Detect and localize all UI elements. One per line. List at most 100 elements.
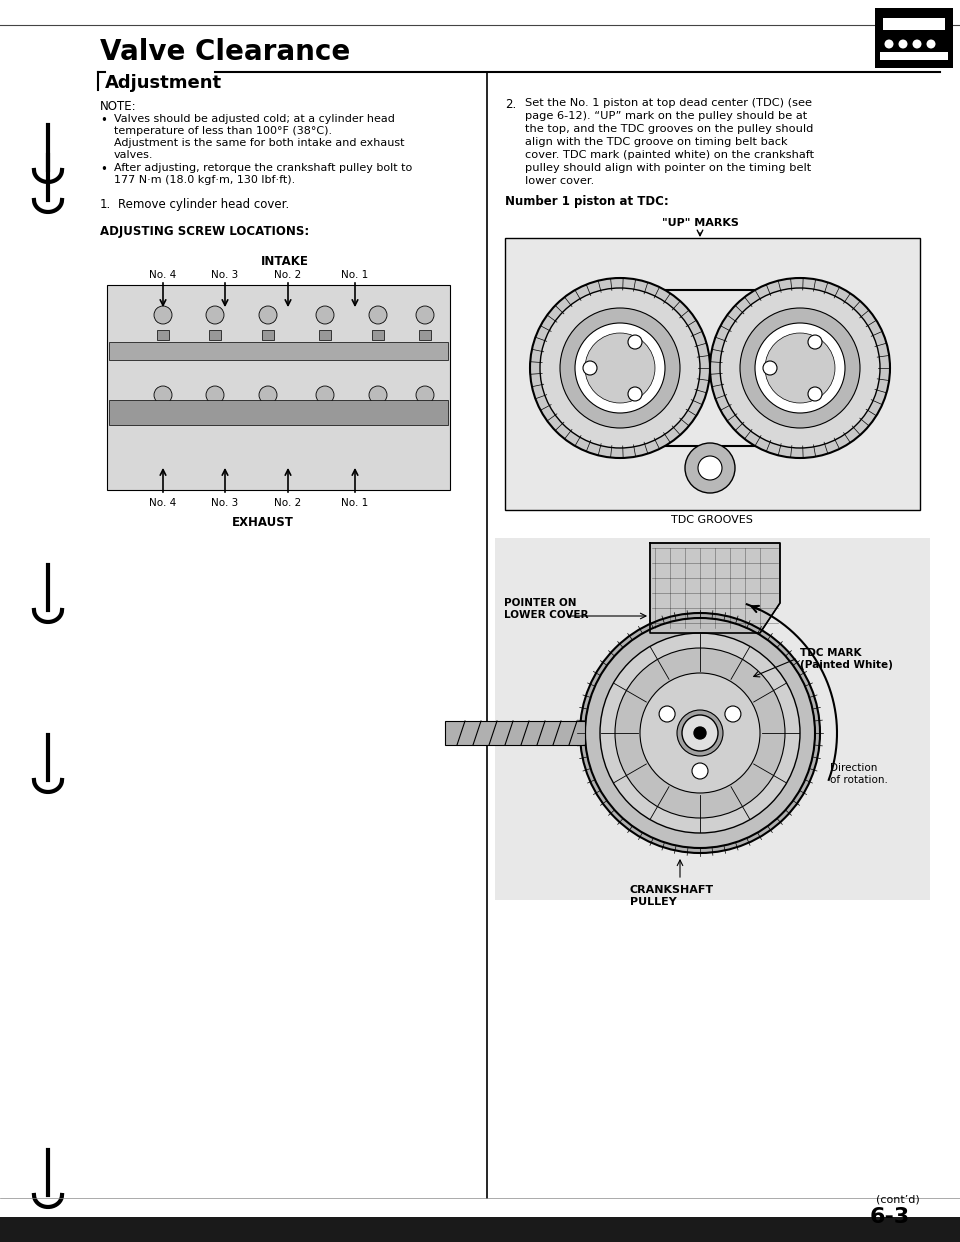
Text: Valve Clearance: Valve Clearance: [100, 39, 350, 66]
Circle shape: [600, 633, 800, 833]
Circle shape: [720, 288, 880, 448]
Circle shape: [560, 308, 680, 428]
Text: Direction
of rotation.: Direction of rotation.: [830, 763, 888, 785]
Circle shape: [725, 705, 741, 722]
Circle shape: [884, 40, 894, 48]
Text: align with the TDC groove on timing belt back: align with the TDC groove on timing belt…: [525, 137, 787, 147]
Text: Number 1 piston at TDC:: Number 1 piston at TDC:: [505, 195, 669, 207]
Bar: [883, 17, 945, 30]
Circle shape: [640, 673, 760, 792]
Bar: [880, 52, 948, 60]
Text: Valves should be adjusted cold; at a cylinder head: Valves should be adjusted cold; at a cyl…: [114, 114, 395, 124]
Circle shape: [540, 288, 700, 448]
Text: "UP" MARKS: "UP" MARKS: [661, 219, 738, 229]
Text: CRANKSHAFT
PULLEY: CRANKSHAFT PULLEY: [630, 886, 714, 908]
Circle shape: [316, 386, 334, 404]
Polygon shape: [650, 543, 780, 633]
Text: Remove cylinder head cover.: Remove cylinder head cover.: [118, 197, 289, 211]
Bar: [0, 1217, 960, 1242]
Circle shape: [694, 727, 706, 739]
Circle shape: [926, 40, 935, 48]
Text: After adjusting, retorque the crankshaft pulley bolt to: After adjusting, retorque the crankshaft…: [114, 163, 412, 173]
Text: TDC GROOVES: TDC GROOVES: [671, 515, 753, 525]
Circle shape: [808, 335, 822, 349]
Text: No. 4: No. 4: [150, 270, 177, 279]
Text: •: •: [100, 163, 107, 176]
Text: temperature of less than 100°F (38°C).: temperature of less than 100°F (38°C).: [114, 125, 332, 137]
Circle shape: [316, 306, 334, 324]
Circle shape: [698, 456, 722, 479]
Circle shape: [369, 386, 387, 404]
Circle shape: [615, 648, 785, 818]
Circle shape: [259, 306, 277, 324]
Circle shape: [765, 333, 835, 402]
Circle shape: [259, 386, 277, 404]
Circle shape: [583, 361, 597, 375]
Circle shape: [763, 361, 777, 375]
Text: ADJUSTING SCREW LOCATIONS:: ADJUSTING SCREW LOCATIONS:: [100, 225, 309, 238]
Bar: [107, 284, 450, 491]
Circle shape: [416, 306, 434, 324]
Circle shape: [585, 619, 815, 848]
Circle shape: [416, 386, 434, 404]
Bar: [109, 400, 448, 425]
Bar: [372, 330, 384, 340]
Text: 2.: 2.: [505, 98, 516, 111]
Circle shape: [808, 388, 822, 401]
Bar: [262, 330, 274, 340]
Text: EXHAUST: EXHAUST: [232, 515, 294, 529]
Text: pulley should align with pointer on the timing belt: pulley should align with pointer on the …: [525, 163, 811, 173]
Circle shape: [206, 306, 224, 324]
Text: No. 2: No. 2: [275, 498, 301, 508]
Text: TDC MARK
(Painted White): TDC MARK (Painted White): [800, 648, 893, 671]
Text: POINTER ON
LOWER COVER: POINTER ON LOWER COVER: [504, 597, 588, 621]
Text: No. 4: No. 4: [150, 498, 177, 508]
Circle shape: [575, 323, 665, 414]
Text: No. 2: No. 2: [275, 270, 301, 279]
Circle shape: [740, 308, 860, 428]
Bar: [505, 238, 920, 510]
Text: (cont’d): (cont’d): [876, 1194, 920, 1203]
Bar: [209, 330, 221, 340]
Text: Set the No. 1 piston at top dead center (TDC) (see: Set the No. 1 piston at top dead center …: [525, 98, 812, 108]
Text: No. 3: No. 3: [211, 498, 239, 508]
Text: NOTE:: NOTE:: [100, 101, 136, 113]
Text: cover. TDC mark (painted white) on the crankshaft: cover. TDC mark (painted white) on the c…: [525, 150, 814, 160]
Circle shape: [628, 388, 642, 401]
Circle shape: [677, 710, 723, 756]
Circle shape: [682, 715, 718, 751]
Text: No. 1: No. 1: [342, 498, 369, 508]
Bar: [319, 330, 331, 340]
Circle shape: [899, 40, 907, 48]
Circle shape: [585, 333, 655, 402]
Text: the top, and the TDC grooves on the pulley should: the top, and the TDC grooves on the pull…: [525, 124, 813, 134]
Text: 177 N·m (18.0 kgf·m, 130 lbf·ft).: 177 N·m (18.0 kgf·m, 130 lbf·ft).: [114, 175, 296, 185]
Circle shape: [154, 306, 172, 324]
Bar: [419, 330, 431, 340]
Text: valves.: valves.: [114, 150, 154, 160]
Circle shape: [206, 386, 224, 404]
Circle shape: [692, 763, 708, 779]
Circle shape: [755, 323, 845, 414]
Text: No. 1: No. 1: [342, 270, 369, 279]
Text: 6-3: 6-3: [870, 1207, 910, 1227]
Circle shape: [710, 278, 890, 458]
Text: No. 3: No. 3: [211, 270, 239, 279]
Bar: [875, 7, 953, 68]
Text: INTAKE: INTAKE: [261, 255, 309, 268]
Text: Adjustment: Adjustment: [105, 75, 222, 92]
Bar: [445, 722, 585, 745]
Circle shape: [369, 306, 387, 324]
Text: 1.: 1.: [100, 197, 111, 211]
Text: lower cover.: lower cover.: [525, 176, 594, 186]
Circle shape: [154, 386, 172, 404]
Circle shape: [685, 443, 735, 493]
Circle shape: [628, 335, 642, 349]
Text: page 6-12). “UP” mark on the pulley should be at: page 6-12). “UP” mark on the pulley shou…: [525, 111, 807, 120]
Circle shape: [580, 614, 820, 853]
Bar: [109, 342, 448, 360]
Text: Adjustment is the same for both intake and exhaust: Adjustment is the same for both intake a…: [114, 138, 404, 148]
Circle shape: [913, 40, 922, 48]
Circle shape: [660, 705, 675, 722]
Bar: [495, 538, 930, 900]
